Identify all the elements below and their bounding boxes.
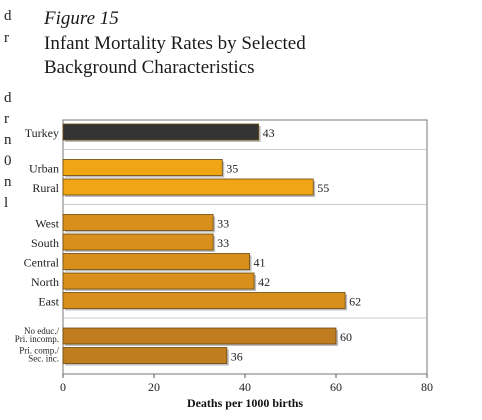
category-label: Rural (32, 181, 59, 195)
bar (62, 327, 337, 345)
margin-text: l (4, 195, 9, 211)
x-tick-label: 0 (60, 380, 66, 394)
category-label: South (31, 236, 59, 250)
x-tick-label: 20 (148, 380, 160, 394)
data-label: 41 (254, 256, 266, 270)
bar (62, 253, 250, 270)
category-label: West (35, 217, 59, 231)
bar (62, 214, 214, 231)
bar (62, 347, 228, 364)
data-label: 33 (217, 217, 229, 231)
margin-text: d (4, 8, 12, 24)
category-label: No educ./ (24, 326, 59, 336)
x-tick-label: 60 (330, 380, 342, 394)
category-label: Sec. inc. (28, 354, 59, 364)
margin-text: r (4, 30, 9, 46)
x-tick-label: 80 (421, 380, 433, 394)
margin-text: n (4, 174, 12, 190)
x-axis-label: Deaths per 1000 births (187, 396, 303, 410)
margin-text: n (4, 132, 12, 148)
category-label: Pri. incomp. (15, 334, 59, 344)
data-label: 55 (317, 181, 329, 195)
bar (62, 159, 223, 176)
category-label: East (38, 295, 59, 309)
category-label: Turkey (25, 126, 59, 140)
data-label: 43 (263, 126, 275, 140)
data-label: 36 (231, 350, 243, 364)
bar (62, 233, 214, 251)
bar (62, 123, 260, 141)
data-label: 33 (217, 236, 229, 250)
margin-text: 0 (4, 153, 12, 169)
bar (62, 272, 255, 290)
bar (62, 178, 314, 196)
x-tick-label: 40 (239, 380, 251, 394)
bar (62, 292, 346, 309)
margin-text: r (4, 111, 9, 127)
category-label: Urban (29, 162, 59, 176)
figure-title-line-1: Infant Mortality Rates by Selected (44, 33, 306, 54)
category-label: North (31, 275, 59, 289)
margin-text: d (4, 90, 12, 106)
figure-label: Figure 15 (44, 8, 119, 29)
data-label: 35 (226, 162, 238, 176)
data-label: 62 (349, 295, 361, 309)
data-label: 42 (258, 275, 270, 289)
category-label: Central (24, 256, 60, 270)
figure-title-line-2: Background Characteristics (44, 57, 255, 78)
data-label: 60 (340, 330, 352, 344)
category-label: Pri. comp./ (19, 346, 59, 356)
